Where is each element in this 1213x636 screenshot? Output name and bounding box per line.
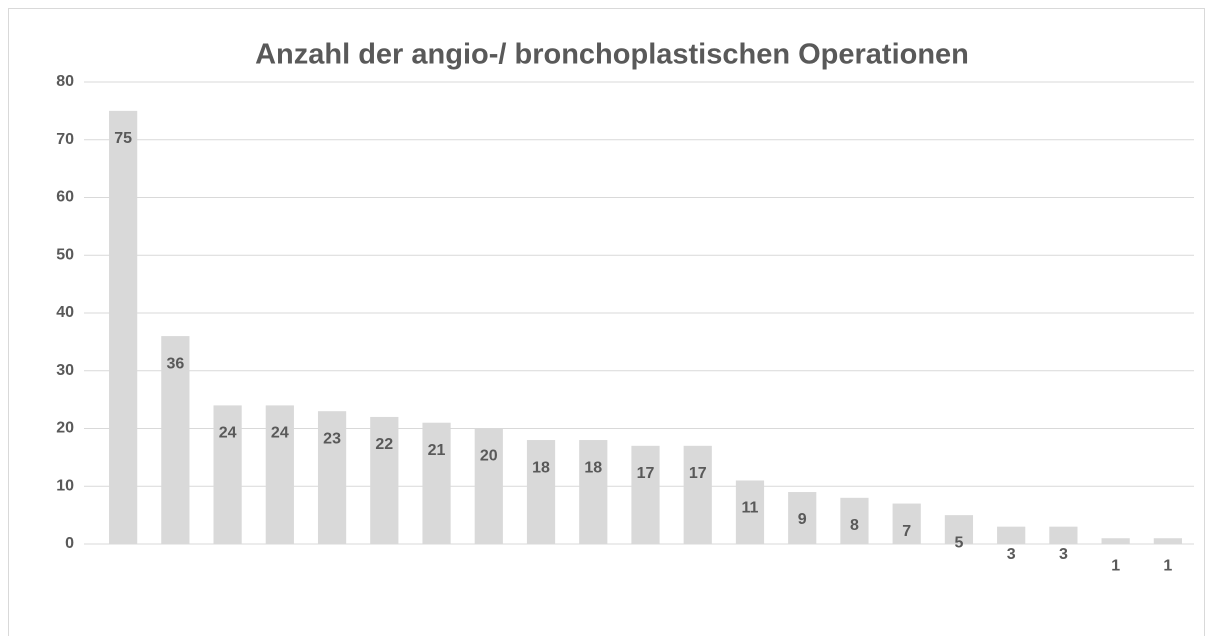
data-label: 11 bbox=[742, 500, 759, 517]
chart-frame bbox=[8, 8, 1205, 636]
bar bbox=[1049, 526, 1078, 544]
data-label: 22 bbox=[375, 436, 393, 453]
bar bbox=[213, 405, 242, 544]
bar bbox=[735, 480, 765, 544]
y-tick-label: 80 bbox=[56, 73, 74, 90]
data-label: 17 bbox=[637, 465, 655, 482]
y-tick-label: 60 bbox=[56, 189, 74, 206]
data-label: 3 bbox=[1007, 546, 1016, 563]
data-label: 1 bbox=[1111, 557, 1120, 574]
data-label: 24 bbox=[271, 425, 289, 442]
bar bbox=[788, 492, 817, 544]
data-label: 75 bbox=[114, 130, 132, 147]
data-label: 21 bbox=[428, 442, 446, 459]
data-label: 24 bbox=[219, 425, 237, 442]
bar bbox=[683, 445, 712, 544]
bar bbox=[579, 440, 608, 544]
y-tick-label: 0 bbox=[65, 535, 74, 552]
data-label: 5 bbox=[954, 534, 963, 551]
data-label: 23 bbox=[323, 430, 341, 447]
y-tick-label: 70 bbox=[56, 131, 74, 148]
bar bbox=[1101, 538, 1130, 544]
y-tick-label: 40 bbox=[56, 304, 74, 321]
data-label: 20 bbox=[480, 448, 498, 465]
data-label: 36 bbox=[166, 355, 184, 372]
y-tick-label: 20 bbox=[56, 420, 74, 437]
bar bbox=[526, 440, 556, 544]
bar bbox=[317, 411, 347, 544]
data-label: 7 bbox=[902, 523, 911, 540]
bar bbox=[370, 416, 399, 544]
data-label: 8 bbox=[850, 517, 859, 534]
data-label: 1 bbox=[1163, 557, 1172, 574]
bar bbox=[265, 405, 294, 544]
bar bbox=[422, 422, 451, 544]
bar bbox=[631, 445, 660, 544]
bar bbox=[944, 515, 974, 544]
bar bbox=[840, 497, 869, 544]
y-tick-label: 10 bbox=[56, 477, 74, 494]
bar bbox=[109, 110, 138, 544]
bar bbox=[161, 336, 190, 544]
bar bbox=[997, 526, 1026, 544]
data-label: 18 bbox=[584, 459, 602, 476]
data-label: 9 bbox=[798, 511, 807, 528]
y-tick-label: 50 bbox=[56, 246, 74, 263]
data-label: 3 bbox=[1059, 546, 1068, 563]
y-tick-label: 30 bbox=[56, 362, 74, 379]
bar bbox=[474, 428, 503, 544]
bar bbox=[1153, 538, 1182, 544]
bar bbox=[892, 503, 921, 544]
data-label: 18 bbox=[532, 459, 550, 476]
data-label: 17 bbox=[689, 465, 707, 482]
chart-title: Anzahl der angio-/ bronchoplastischen Op… bbox=[255, 39, 969, 71]
